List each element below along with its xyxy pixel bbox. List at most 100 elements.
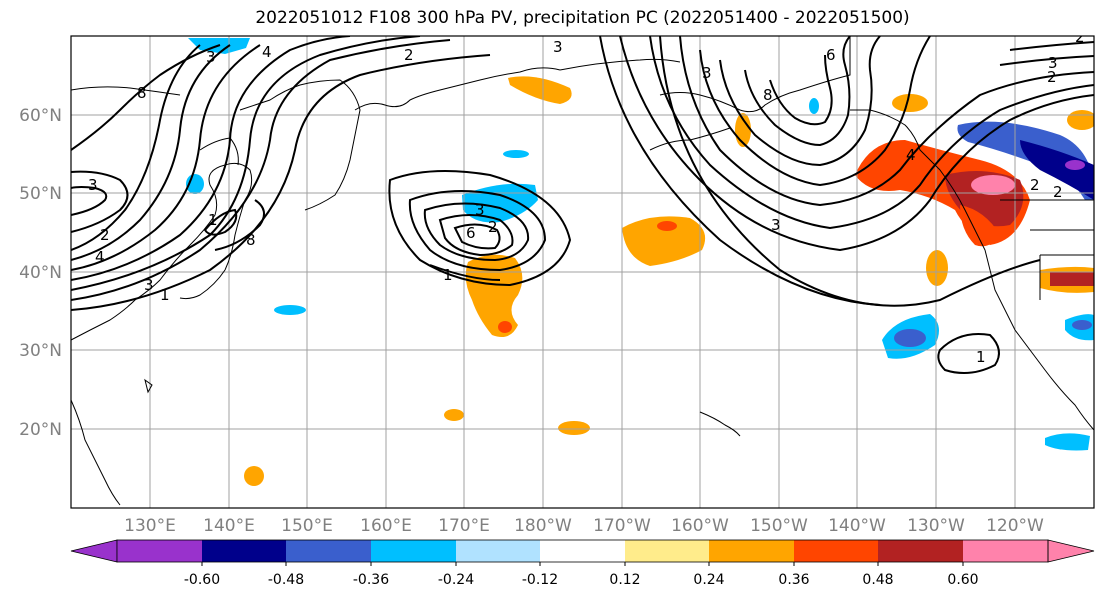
precip-blob-negative — [894, 329, 926, 347]
contour-label: 2 — [100, 226, 110, 244]
contour-label: 1 — [976, 348, 986, 366]
precip-blob-positive — [1050, 272, 1094, 286]
colorbar-segment — [625, 540, 709, 562]
longitude-labels: 130°E 140°E 150°E 160°E 170°E 180°W 170°… — [124, 516, 1044, 536]
precip-blob-positive — [971, 175, 1015, 195]
colorbar-segment — [878, 540, 963, 562]
colorbar-segment — [371, 540, 456, 562]
contour-label: 3 — [1048, 54, 1058, 72]
lat-label: 30°N — [19, 341, 62, 361]
colorbar-tick-label: -0.60 — [184, 572, 220, 588]
precip-blob-positive — [465, 254, 523, 338]
contour-label: 4 — [95, 248, 105, 266]
precip-blob-positive — [508, 76, 572, 104]
colorbar-segment — [202, 540, 286, 562]
precip-blob-negative — [809, 98, 819, 114]
colorbar-segment — [963, 540, 1048, 562]
precip-blob-negative — [1072, 320, 1092, 330]
precip-blob-positive — [444, 409, 464, 421]
precip-blob-positive — [244, 466, 264, 486]
lon-label: 160°E — [360, 516, 412, 536]
colorbar-tick-label: 0.36 — [778, 572, 809, 588]
colorbar-tick-label: 0.60 — [947, 572, 978, 588]
lon-label: 120°W — [986, 516, 1044, 536]
gridlines — [71, 36, 1094, 508]
lat-label: 20°N — [19, 420, 62, 440]
precip-blob-positive — [926, 250, 948, 286]
contour-label: 8 — [246, 231, 256, 249]
lat-label: 40°N — [19, 263, 62, 283]
colorbar-tick-label: 0.48 — [862, 572, 893, 588]
lat-label: 50°N — [19, 184, 62, 204]
contour-label: 6 — [466, 224, 476, 242]
contour-label: 4 — [262, 43, 272, 61]
colorbar-segment — [709, 540, 794, 562]
contour-label: 6 — [826, 46, 836, 64]
colorbar-outline — [116, 539, 1049, 563]
contour-label: 8 — [763, 86, 773, 104]
precip-blob-positive — [960, 205, 1000, 247]
contour-label: 8 — [137, 84, 147, 102]
map-border — [70, 35, 1095, 509]
colorbar-segment — [286, 540, 371, 562]
colorbar-segment — [540, 540, 625, 562]
contour-label: 3 — [144, 276, 154, 294]
contour-label: 3 — [771, 216, 781, 234]
colorbar-extend-min — [70, 539, 118, 563]
lon-label: 160°W — [671, 516, 729, 536]
precip-blob-negative — [503, 150, 529, 158]
colorbar-tick-label: -0.24 — [438, 572, 474, 588]
precip-blob-positive — [622, 216, 706, 266]
precipitation-shading — [186, 38, 1094, 486]
colorbar-tick-label: -0.48 — [268, 572, 304, 588]
contour-label: 2 — [1053, 183, 1063, 201]
contour-label: 2 — [404, 46, 414, 64]
lon-label: 150°W — [750, 516, 808, 536]
contour-label: 2 — [1075, 28, 1085, 46]
colorbar-tick-label: -0.36 — [353, 572, 389, 588]
colorbar-tick-label: -0.12 — [522, 572, 558, 588]
colorbar — [70, 539, 1095, 566]
precip-blob-negative — [1045, 433, 1090, 451]
precip-blob-negative — [1065, 160, 1085, 170]
contour-label: 3 — [88, 176, 98, 194]
contour-label: 3 — [702, 64, 712, 82]
lon-label: 130°E — [124, 516, 176, 536]
lon-label: 130°W — [907, 516, 965, 536]
contour-label: 3 — [206, 48, 216, 66]
lon-label: 180°W — [514, 516, 572, 536]
lon-label: 140°W — [828, 516, 886, 536]
contour-label: 1 — [208, 211, 218, 229]
lon-label: 170°W — [593, 516, 651, 536]
lon-label: 170°E — [438, 516, 490, 536]
precip-blob-negative — [274, 305, 306, 315]
lat-label: 60°N — [19, 106, 62, 126]
contour-label: 4 — [906, 146, 916, 164]
contour-labels: 8 4 3 2 3 2 3 6 1 8 6 3 4 2 1 3 2 3 2 4 … — [88, 28, 1085, 366]
precip-blob-positive — [892, 94, 928, 112]
contour-label: 1 — [443, 266, 453, 284]
contour-label: 2 — [1030, 176, 1040, 194]
pv-contours — [71, 36, 1094, 375]
colorbar-segment — [794, 540, 878, 562]
lon-label: 140°E — [203, 516, 255, 536]
colorbar-segment — [456, 540, 540, 562]
map-title: 2022051012 F108 300 hPa PV, precipitatio… — [255, 8, 910, 28]
precip-blob-negative — [1020, 140, 1094, 200]
precip-blob-negative — [957, 121, 1094, 200]
contour-label: 2 — [1047, 68, 1057, 86]
contour-label: 1 — [160, 286, 170, 304]
contour-label: 2 — [488, 218, 498, 236]
latitude-labels: 60°N 50°N 40°N 30°N 20°N — [19, 106, 62, 440]
precip-blob-positive — [1067, 110, 1094, 130]
colorbar-segment — [117, 540, 202, 562]
colorbar-labels: -0.60 -0.48 -0.36 -0.24 -0.12 0.12 0.24 … — [184, 572, 979, 588]
colorbar-tick-label: 0.12 — [609, 572, 640, 588]
lon-label: 150°E — [281, 516, 333, 536]
precip-blob-positive — [558, 421, 590, 435]
colorbar-extend-max — [1047, 539, 1095, 563]
contour-label: 3 — [553, 38, 563, 56]
contour-label: 3 — [475, 201, 485, 219]
colorbar-tick-label: 0.24 — [693, 572, 724, 588]
